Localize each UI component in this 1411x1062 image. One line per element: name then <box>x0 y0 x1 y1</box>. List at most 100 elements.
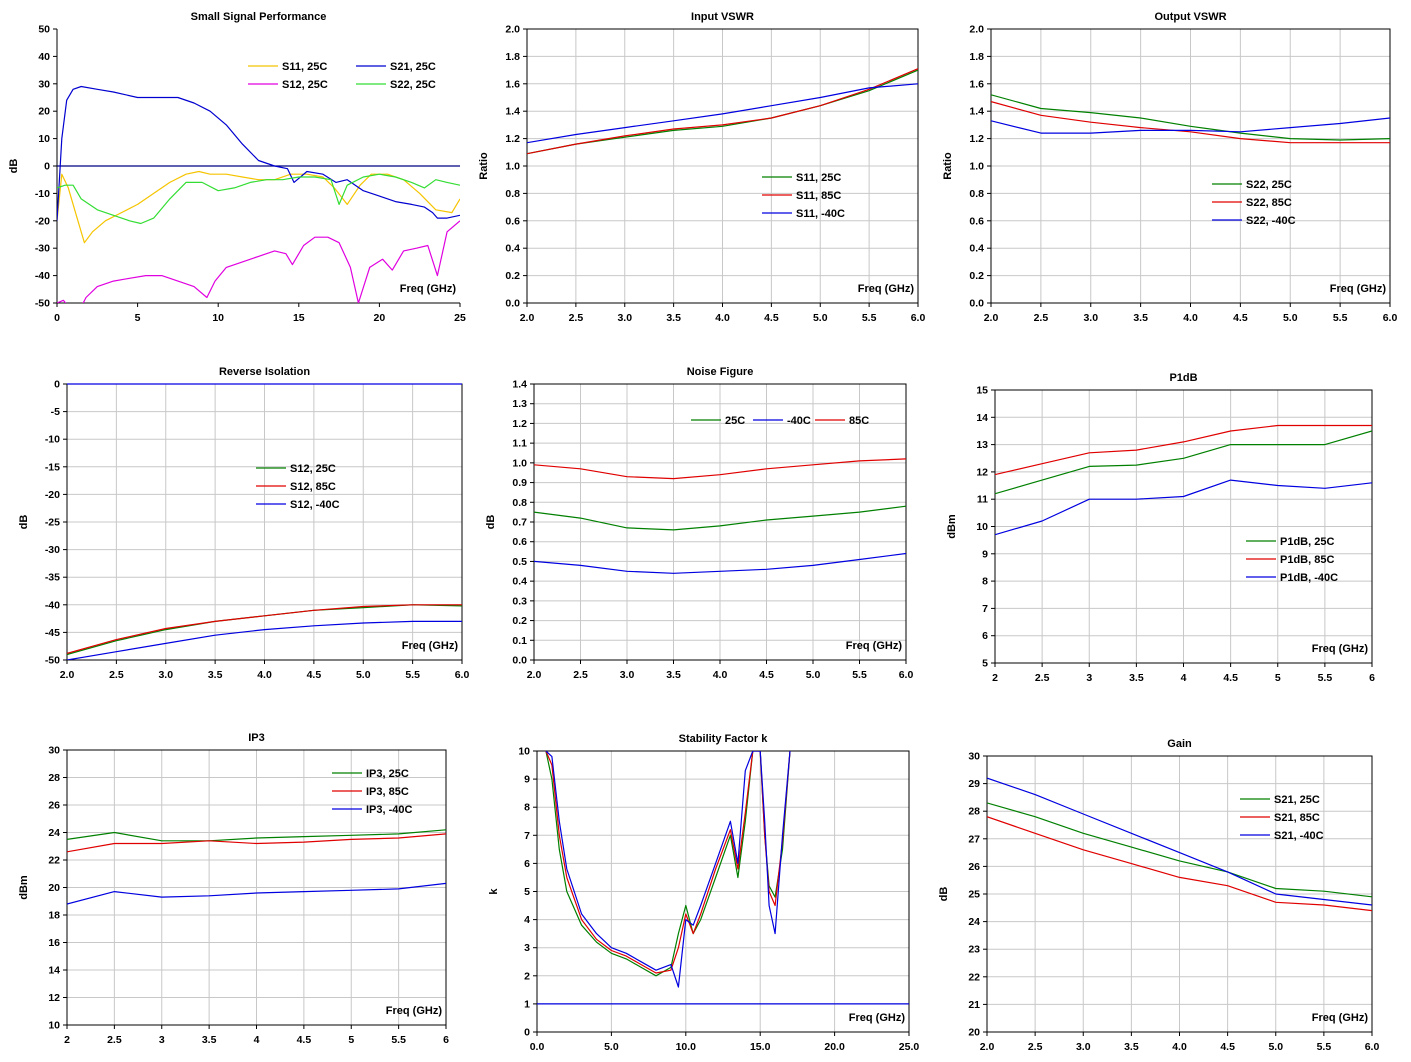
y-tick-label: 4 <box>524 914 530 926</box>
y-tick-label: 0.3 <box>512 595 527 607</box>
x-tick-label: 5.0 <box>604 1041 619 1053</box>
y-tick-label: 7 <box>524 830 530 842</box>
x-tick-label: 3.0 <box>1083 312 1098 324</box>
legend-label: -40C <box>787 415 811 427</box>
y-axis-label: k <box>488 888 500 895</box>
x-tick-label: 2.5 <box>109 669 124 681</box>
series-line-3 <box>67 620 462 660</box>
chart-title: Stability Factor k <box>679 733 769 745</box>
series-line-1 <box>57 170 460 244</box>
y-tick-label: 14 <box>48 965 60 977</box>
y-tick-label: 6 <box>524 858 530 870</box>
x-tick-label: 3.0 <box>620 669 635 681</box>
chart-title: Input VSWR <box>691 11 754 23</box>
x-tick-label: 2.5 <box>1035 672 1050 684</box>
series-line-3 <box>995 479 1372 536</box>
x-tick-label: 3.5 <box>1124 1041 1139 1053</box>
x-tick-label: 3.0 <box>158 669 173 681</box>
legend: S22, 25C S22, 85C S22, -40C <box>1212 179 1296 227</box>
series-line-2 <box>991 101 1390 144</box>
legend-label: S11, 85C <box>796 190 841 202</box>
chart-3: 0.0 0.2 0.4 0.6 0.8 1.0 1.2 1.4 1.6 1.8 2.0 2.0 2.5 3… <box>942 11 1397 324</box>
legend-label: 85C <box>849 415 869 427</box>
series-line-2 <box>995 424 1372 476</box>
y-tick-label: 9 <box>982 548 988 560</box>
legend-label: S21, 85C <box>1274 812 1320 824</box>
legend-label: S12, 85C <box>290 481 336 493</box>
series-line-3 <box>987 777 1372 906</box>
y-tick-label: 1.0 <box>505 161 520 173</box>
y-tick-label: 10 <box>976 521 988 533</box>
x-tick-label: 6 <box>1369 672 1375 684</box>
y-tick-label: 10 <box>48 1020 60 1032</box>
x-tick-label: 3 <box>1086 672 1092 684</box>
legend: IP3, 25C IP3, 85C IP3, -40C <box>332 768 413 816</box>
x-tick-label: 2.0 <box>527 669 542 681</box>
x-tick-label: 2.0 <box>980 1041 995 1053</box>
y-tick-label: 2 <box>524 970 530 982</box>
x-tick-label: 3.5 <box>1129 672 1144 684</box>
legend-label: S22, -40C <box>1246 215 1296 227</box>
y-tick-label: 0.8 <box>505 188 520 200</box>
x-tick-label: 2.5 <box>573 669 588 681</box>
y-tick-label: 0.0 <box>505 298 520 310</box>
legend-label: S11, 25C <box>796 172 841 184</box>
legend-label: P1dB, 85C <box>1280 554 1334 566</box>
y-tick-label: 0.6 <box>512 536 527 548</box>
x-tick-label: 6.0 <box>1383 312 1398 324</box>
legend-label: S22, 85C <box>1246 197 1292 209</box>
series-line-2 <box>987 816 1372 912</box>
x-tick-label: 4.5 <box>1223 672 1238 684</box>
chart-8: 0 1 2 3 4 5 6 7 8 9 10 0.0 5.0 10.0 15.0 20.0 25.0 Stabil… <box>488 733 919 1053</box>
y-tick-label: 6 <box>982 630 988 642</box>
y-tick-label: 22 <box>48 855 60 867</box>
x-tick-label: 6.0 <box>1365 1041 1380 1053</box>
x-tick-label: 6.0 <box>899 669 914 681</box>
y-tick-label: 14 <box>976 412 988 424</box>
y-axis-label: dB <box>485 515 497 530</box>
x-tick-label: 0 <box>54 312 60 324</box>
series-line-3 <box>991 117 1390 134</box>
legend-label: S11, 25C <box>282 61 327 73</box>
y-tick-label: 1.4 <box>512 379 527 391</box>
y-tick-label: 0 <box>524 1027 530 1039</box>
y-tick-label: 20 <box>968 1027 980 1039</box>
y-tick-label: -10 <box>35 188 50 200</box>
series-line-2 <box>57 220 460 303</box>
legend-label: IP3, 25C <box>366 768 409 780</box>
y-tick-label: 0.4 <box>505 243 520 255</box>
y-tick-label: -25 <box>45 517 60 529</box>
chart-4: -50-45-40-35-30-25-20-15-10-502.0 2.5 3.0 3… <box>18 366 469 681</box>
chart-1: -50 -40 -30 -20 -10 0 10 20 30 40 50 0 5 10 15 20 25 Smal… <box>8 11 466 324</box>
x-tick-label: 2.0 <box>984 312 999 324</box>
legend: S11, 25C S12, 25C S21, 25C S22, 25C <box>248 61 436 91</box>
legend-label: S22, 25C <box>1246 179 1292 191</box>
y-tick-label: -40 <box>45 599 60 611</box>
y-tick-label: 1.0 <box>969 161 984 173</box>
chart-2: 0.0 0.2 0.4 0.6 0.8 1.0 1.2 1.4 1.6 1.8 2.0 2.0 2.5 3… <box>478 11 925 324</box>
y-tick-label: 25 <box>968 889 980 901</box>
y-tick-label: 28 <box>968 806 980 818</box>
y-tick-label: 1.2 <box>969 133 984 145</box>
y-axis-label: Ratio <box>942 152 954 180</box>
x-axis-label: Freq (GHz) <box>846 640 903 652</box>
x-tick-label: 3 <box>159 1034 165 1046</box>
y-tick-label: -10 <box>45 434 60 446</box>
y-tick-label: 11 <box>977 494 988 506</box>
series-line-3 <box>67 882 446 905</box>
series-line-2 <box>67 604 462 654</box>
x-tick-label: 2.0 <box>60 669 75 681</box>
y-tick-label: 27 <box>968 833 980 845</box>
x-tick-label: 5.5 <box>391 1034 406 1046</box>
x-tick-label: 5 <box>1275 672 1281 684</box>
legend-label: S11, -40C <box>796 208 845 220</box>
y-tick-label: 1.6 <box>969 78 984 90</box>
x-tick-label: 5.0 <box>356 669 371 681</box>
chart-5: 0.0 0.1 0.2 0.3 0.4 0.5 0.6 0.7 0.8 0.9 1.0 1.1 1.2 1… <box>485 366 913 681</box>
x-tick-label: 20.0 <box>824 1041 845 1053</box>
y-tick-label: 0 <box>54 379 60 391</box>
x-tick-label: 4.0 <box>713 669 728 681</box>
y-tick-label: 0.8 <box>512 497 527 509</box>
chart-title: Reverse Isolation <box>219 366 310 378</box>
